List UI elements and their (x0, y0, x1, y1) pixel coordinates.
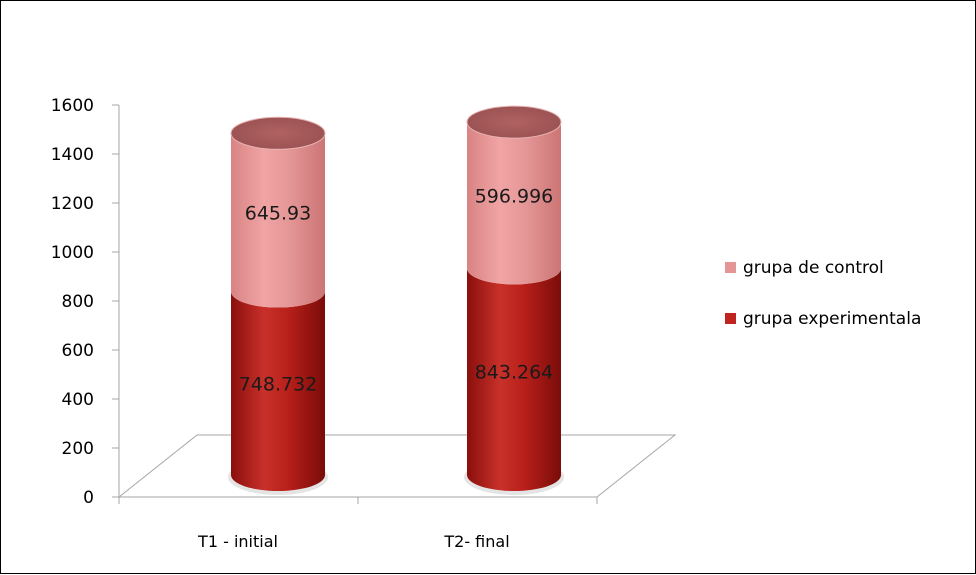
y-tick-label: 0 (83, 488, 94, 508)
category-label: T1 - initial (197, 532, 278, 551)
y-tick-label: 800 (62, 292, 94, 312)
bar-segment (231, 133, 325, 308)
legend-swatch (725, 262, 736, 273)
y-tick-label: 1600 (51, 96, 94, 116)
bars: 748.732 645.93 843.264 596.996 (228, 105, 564, 495)
chart-floor (117, 434, 677, 498)
y-tick-label: 1400 (51, 145, 94, 165)
bar-segment (231, 291, 325, 491)
y-tick-label: 600 (62, 341, 94, 361)
bar-top-cap (230, 116, 326, 150)
y-tick-label: 400 (62, 390, 94, 410)
category-label: T2- final (443, 532, 509, 551)
y-axis-ticks: 0 200 400 600 800 1000 1200 1400 1600 (51, 96, 119, 508)
bar-segment (467, 268, 561, 491)
bar-segment (467, 122, 561, 285)
data-label: 843.264 (475, 362, 554, 384)
category-labels: T1 - initial T2- final (197, 532, 510, 551)
y-tick-label: 1200 (51, 194, 94, 214)
y-tick-label: 1000 (51, 243, 94, 263)
axes (117, 105, 677, 504)
legend: grupa de control grupa experimentala (725, 258, 921, 329)
legend-entry: grupa experimentala (743, 309, 921, 329)
data-label: 645.93 (245, 202, 311, 224)
legend-swatch (725, 313, 736, 324)
legend-entry: grupa de control (743, 258, 884, 278)
y-tick-label: 200 (62, 439, 94, 459)
bar-top-cap (466, 105, 562, 139)
data-label: 748.732 (239, 373, 318, 395)
data-label: 596.996 (475, 185, 554, 207)
